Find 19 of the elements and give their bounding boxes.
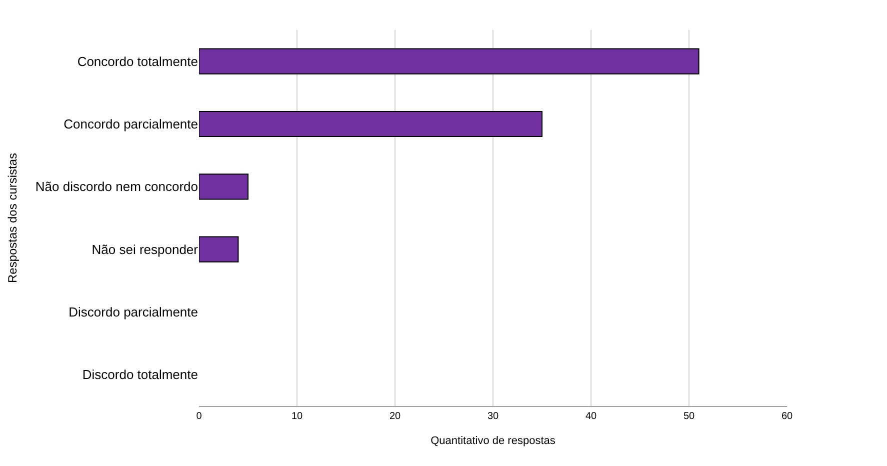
y-tick-label: Concordo totalmente [77, 54, 198, 69]
x-axis-title: Quantitativo de respostas [430, 435, 556, 448]
x-tick-label: 60 [781, 411, 793, 422]
x-tick-label: 10 [291, 411, 303, 422]
x-tick-label: 40 [585, 411, 597, 422]
x-tick-label: 0 [196, 411, 202, 422]
bar [199, 110, 542, 138]
y-tick-label: Discordo parcialmente [68, 304, 198, 320]
bar [199, 48, 700, 74]
y-tick-label: Discordo totalmente [82, 367, 198, 382]
y-tick-label: Não sei responder [92, 242, 199, 257]
y-tick-label: Não discordo nem concordo [35, 179, 198, 194]
y-tick-label: Concordo parcialmente [64, 116, 198, 132]
bar [199, 174, 248, 200]
x-tick-label: 30 [487, 411, 499, 422]
y-axis-title: Respostas dos cursistas [6, 152, 20, 284]
bar [199, 236, 239, 262]
x-tick-label: 50 [683, 411, 695, 422]
x-tick-label: 20 [389, 411, 401, 422]
